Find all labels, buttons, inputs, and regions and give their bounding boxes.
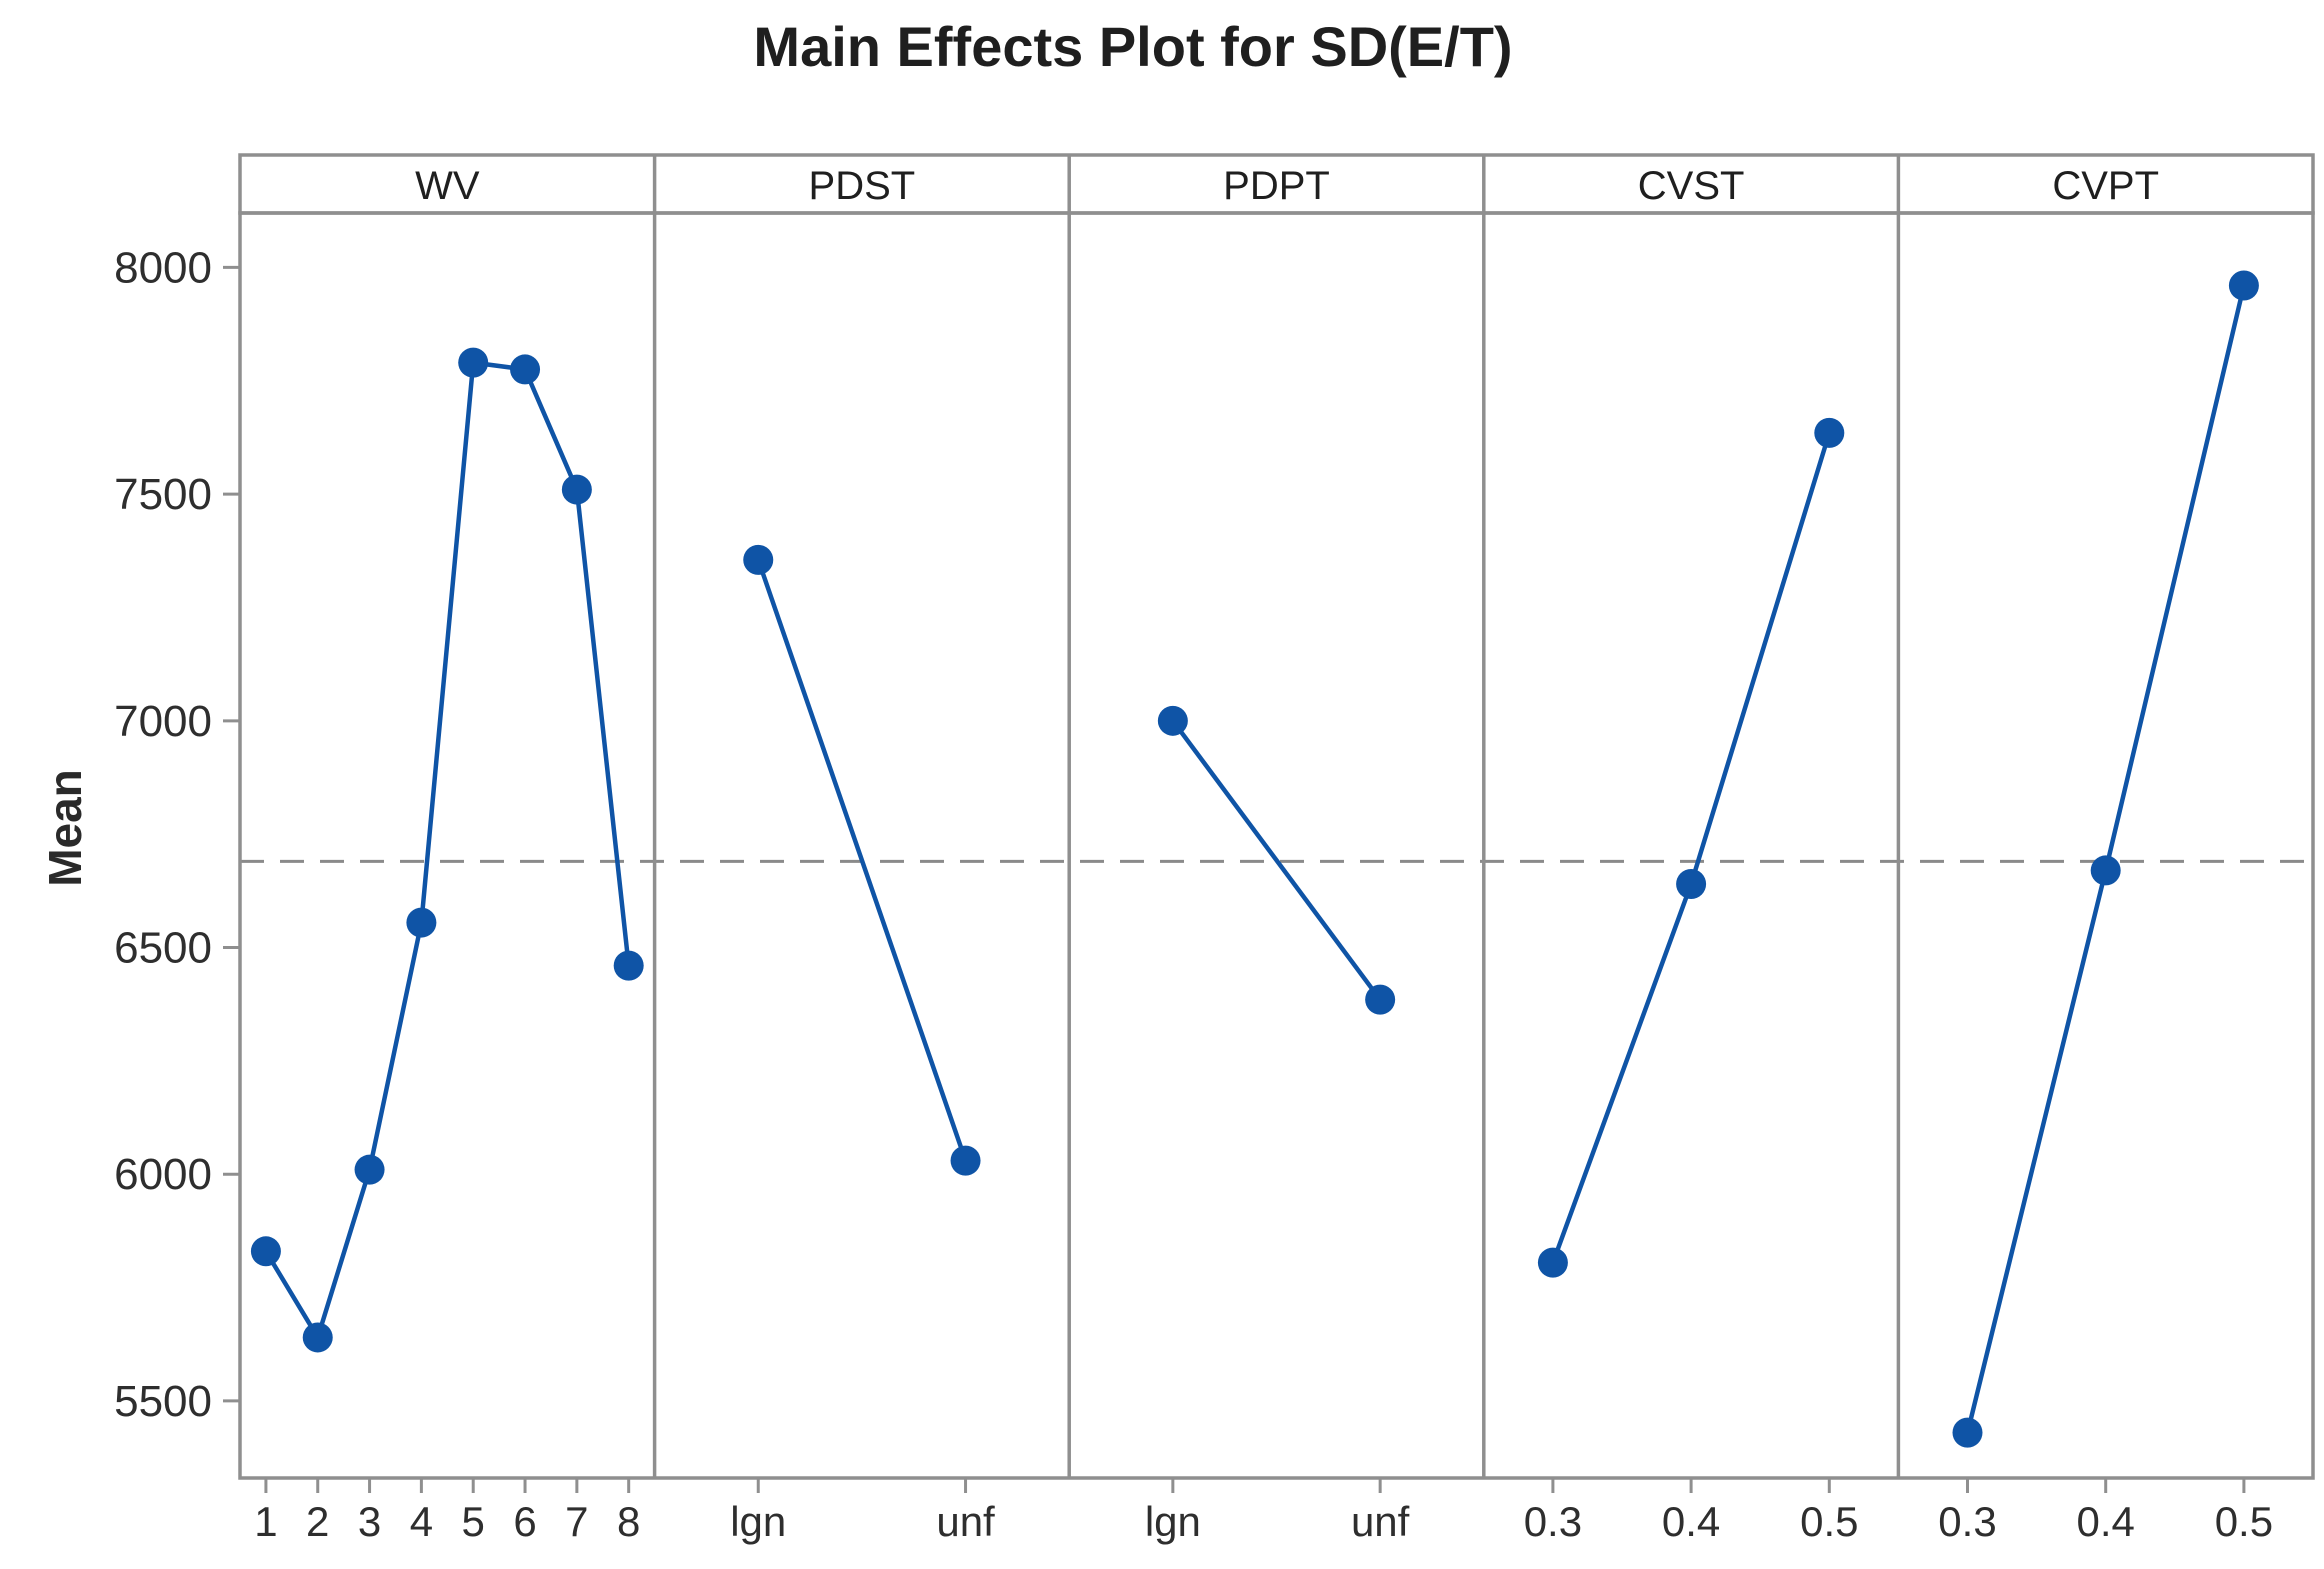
- data-point-cvpt-0.5: [2228, 270, 2259, 301]
- panel-header-pdst: PDST: [809, 164, 916, 208]
- y-tick-label: 8000: [114, 243, 212, 292]
- chart-title: Main Effects Plot for SD(E/T): [753, 15, 1513, 78]
- data-point-cvpt-0.4: [2090, 855, 2121, 886]
- data-point-wv-7: [561, 474, 592, 505]
- series-line-pdpt: [1171, 719, 1382, 1002]
- data-point-wv-4: [406, 907, 437, 938]
- x-tick-label: unf: [1351, 1498, 1410, 1545]
- y-tick-label: 5500: [114, 1377, 212, 1426]
- data-point-wv-3: [354, 1154, 385, 1185]
- x-tick-label: 4: [410, 1498, 433, 1545]
- x-tick-label: 0.5: [2215, 1498, 2273, 1545]
- x-tick-label: 5: [462, 1498, 485, 1545]
- data-point-wv-8: [613, 950, 644, 981]
- x-tick-label: 1: [254, 1498, 277, 1545]
- y-tick-label: 6000: [114, 1150, 212, 1199]
- series-line-wv: [263, 360, 631, 1340]
- y-tick-label: 7000: [114, 697, 212, 746]
- data-point-pdpt-lgn: [1157, 705, 1188, 736]
- data-point-wv-1: [250, 1236, 281, 1267]
- y-tick-label: 6500: [114, 924, 212, 973]
- x-tick-label: 3: [358, 1498, 381, 1545]
- plot-border: [238, 211, 2315, 1480]
- panel-header-wv: WV: [415, 164, 480, 208]
- data-point-pdpt-unf: [1365, 984, 1396, 1015]
- data-point-wv-6: [510, 354, 541, 385]
- data-point-pdst-unf: [950, 1145, 981, 1176]
- x-tick-label: 0.4: [1662, 1498, 1720, 1545]
- x-tick-label: 7: [565, 1498, 588, 1545]
- panel-header-cvst: CVST: [1638, 164, 1745, 208]
- x-tick-label: 6: [513, 1498, 536, 1545]
- x-tick-label: 8: [617, 1498, 640, 1545]
- data-point-cvst-0.4: [1676, 869, 1707, 900]
- data-point-cvpt-0.3: [1952, 1417, 1983, 1448]
- x-tick-label: 0.5: [1800, 1498, 1858, 1545]
- panel-header-cvpt: CVPT: [2052, 164, 2159, 208]
- data-point-cvst-0.3: [1537, 1247, 1568, 1278]
- x-tick-label: lgn: [730, 1498, 786, 1545]
- x-tick-label: 0.3: [1938, 1498, 1996, 1545]
- series-line-cvst: [1550, 432, 1832, 1264]
- x-tick-label: 0.4: [2077, 1498, 2135, 1545]
- x-tick-label: lgn: [1145, 1498, 1201, 1545]
- x-tick-label: unf: [936, 1498, 995, 1545]
- data-point-wv-5: [458, 347, 489, 378]
- x-tick-label: 2: [306, 1498, 329, 1545]
- data-point-wv-2: [302, 1322, 333, 1353]
- data-point-cvst-0.5: [1814, 417, 1845, 448]
- panel-header-pdpt: PDPT: [1223, 164, 1330, 208]
- x-tick-label: 0.3: [1524, 1498, 1582, 1545]
- data-point-pdst-lgn: [743, 544, 774, 575]
- series-line-pdst: [756, 559, 968, 1162]
- y-tick-label: 7500: [114, 470, 212, 519]
- y-axis-title: Mean: [39, 769, 91, 887]
